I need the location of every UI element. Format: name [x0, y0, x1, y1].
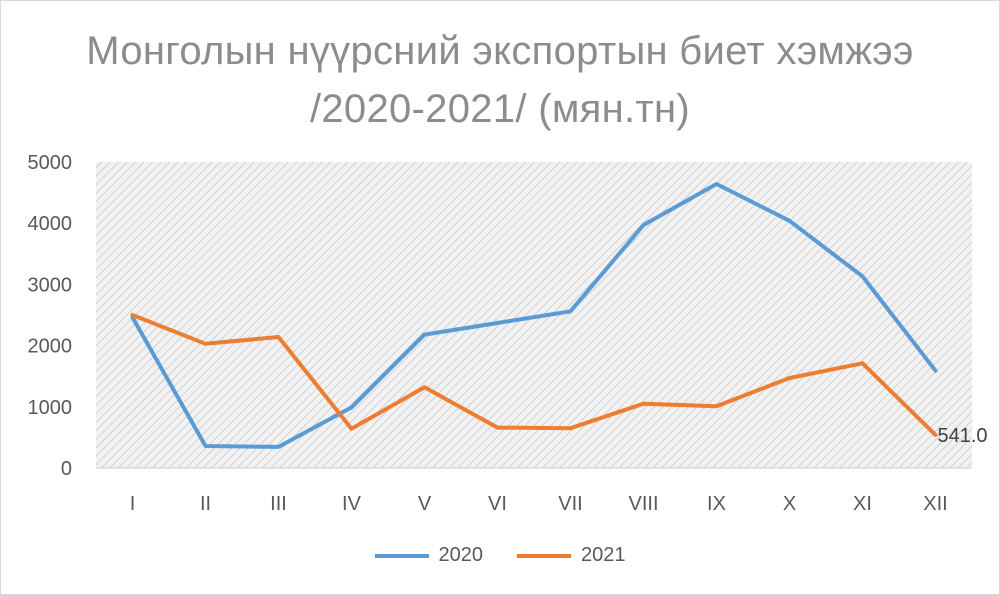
legend-item-2021: 2021: [517, 544, 626, 567]
x-tick-label: X: [783, 493, 796, 515]
x-tick-label: VI: [488, 493, 507, 515]
x-tick-label: II: [200, 493, 211, 515]
legend-label: 2021: [581, 544, 626, 566]
legend-label: 2020: [438, 544, 484, 566]
series-line-2020: [130, 182, 938, 449]
x-tick-label: VIII: [628, 493, 658, 515]
data-labels: 541.0: [938, 425, 988, 447]
chart-title-line2: /2020-2021/ (мян.тн): [309, 87, 691, 131]
y-axis-ticks: 0 1000 2000 3000 4000 5000: [28, 152, 73, 480]
series-group: [130, 182, 938, 449]
y-tick-label: 1000: [28, 397, 73, 419]
y-tick-label: 3000: [28, 274, 73, 296]
series-line-2021: [130, 313, 938, 437]
x-tick-label: XII: [923, 493, 947, 515]
chart-title-line1: Монголын нүүрсний экспортын биет хэмжээ: [86, 29, 914, 73]
x-tick-label: V: [418, 493, 432, 515]
y-tick-label: 5000: [28, 152, 73, 174]
x-axis-ticks: I II III IV V VI VII VIII IX X XI XII: [130, 493, 948, 515]
x-tick-label: VII: [558, 493, 582, 515]
x-tick-label: XI: [853, 493, 872, 515]
x-tick-label: IV: [342, 493, 362, 515]
legend-item-2020: 2020: [374, 544, 484, 567]
chart-title: Монголын нүүрсний экспортын биет хэмжээ …: [0, 22, 1000, 138]
x-tick-label: I: [130, 493, 136, 515]
x-tick-label: IX: [707, 493, 726, 515]
legend-swatch: [517, 553, 571, 558]
y-tick-label: 2000: [28, 336, 73, 358]
legend-swatch: [374, 553, 429, 558]
data-label: 541.0: [938, 425, 988, 447]
x-tick-label: III: [270, 493, 287, 515]
y-tick-label: 0: [61, 458, 72, 480]
plot-area: [96, 162, 972, 468]
legend: 2020 2021: [0, 544, 1000, 567]
y-tick-label: 4000: [28, 213, 73, 235]
